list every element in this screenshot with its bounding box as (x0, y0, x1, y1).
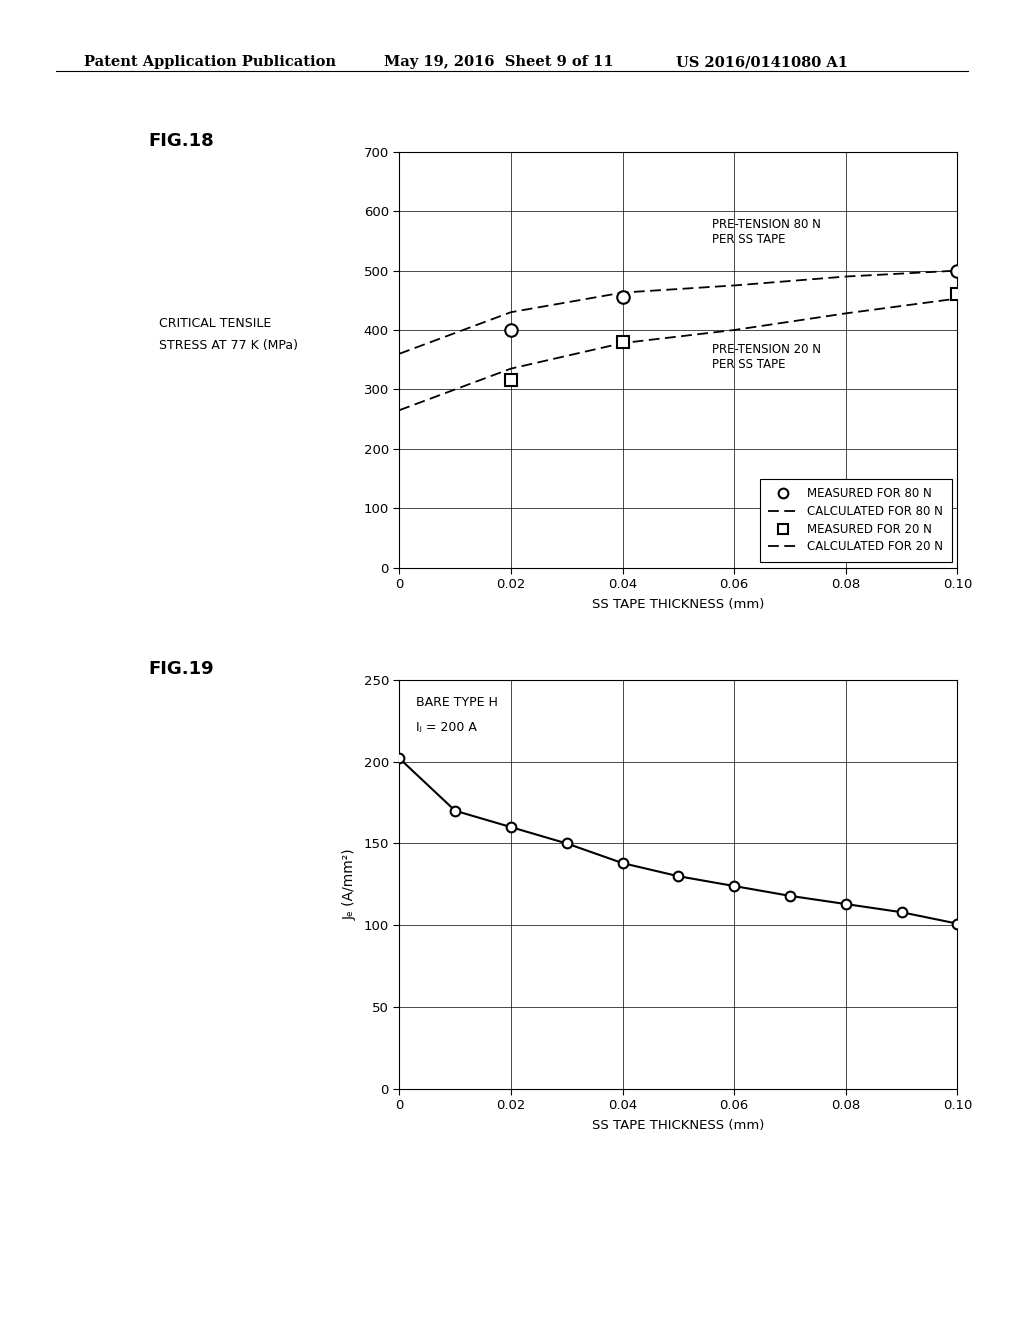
Text: Iⱼ = 200 A: Iⱼ = 200 A (416, 721, 477, 734)
Y-axis label: Jₑ (A/mm²): Jₑ (A/mm²) (343, 849, 356, 920)
Text: PRE-TENSION 80 N
PER SS TAPE: PRE-TENSION 80 N PER SS TAPE (712, 218, 821, 246)
Text: Patent Application Publication: Patent Application Publication (84, 55, 336, 70)
Text: US 2016/0141080 A1: US 2016/0141080 A1 (676, 55, 848, 70)
Text: STRESS AT 77 K (MPa): STRESS AT 77 K (MPa) (159, 339, 298, 352)
Text: BARE TYPE H: BARE TYPE H (416, 696, 498, 709)
Text: CRITICAL TENSILE: CRITICAL TENSILE (159, 317, 271, 330)
Text: FIG.18: FIG.18 (148, 132, 214, 150)
Text: FIG.19: FIG.19 (148, 660, 214, 678)
Text: May 19, 2016  Sheet 9 of 11: May 19, 2016 Sheet 9 of 11 (384, 55, 613, 70)
Legend: MEASURED FOR 80 N, CALCULATED FOR 80 N, MEASURED FOR 20 N, CALCULATED FOR 20 N: MEASURED FOR 80 N, CALCULATED FOR 80 N, … (760, 479, 951, 562)
Text: PRE-TENSION 20 N
PER SS TAPE: PRE-TENSION 20 N PER SS TAPE (712, 343, 821, 371)
X-axis label: SS TAPE THICKNESS (mm): SS TAPE THICKNESS (mm) (592, 1119, 765, 1133)
X-axis label: SS TAPE THICKNESS (mm): SS TAPE THICKNESS (mm) (592, 598, 765, 611)
